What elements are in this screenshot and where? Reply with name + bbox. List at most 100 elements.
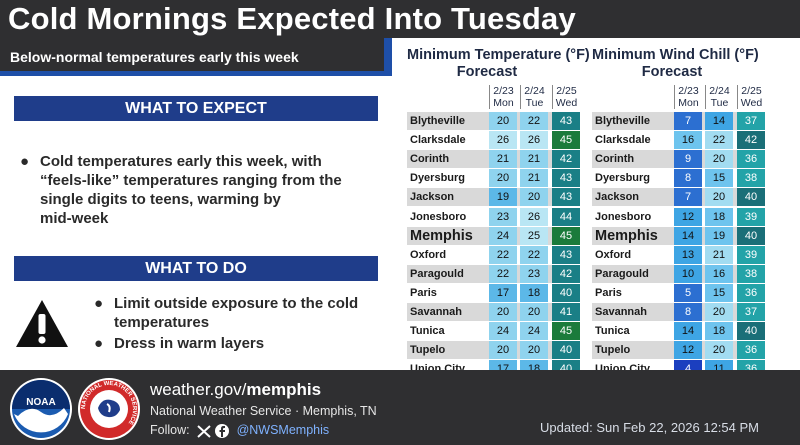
- min-temp-title-line-1: Minimum Temperature (°F): [407, 47, 590, 63]
- wind-chill-cell: 12: [674, 341, 702, 360]
- table-row: Tupelo 20 20 40: [407, 341, 580, 360]
- min-temp-cell: 24: [520, 322, 548, 341]
- wind-chill-cell: 8: [674, 303, 702, 321]
- wind-chill-cell: 37: [737, 112, 765, 130]
- wind-chill-cell: 20: [705, 150, 733, 169]
- todo-bullet-1-line-1: Limit outside exposure to the cold: [114, 295, 359, 312]
- office-name: National Weather Service · Memphis, TN: [150, 404, 377, 418]
- min-temp-cell: 22: [520, 245, 548, 264]
- wind-chill-cell: 16: [674, 131, 702, 150]
- wind-chill-cell: 20: [705, 341, 733, 360]
- wind-chill-cell: 18: [705, 322, 733, 341]
- wind-chill-cell: 39: [737, 245, 765, 264]
- table-row: Paris 5 15 36: [592, 283, 765, 302]
- min-temp-cell: 20: [520, 188, 548, 207]
- expect-line-4: mid-week: [40, 210, 109, 227]
- table-row: Jonesboro 12 18 39: [592, 207, 765, 226]
- table-row: Tunica 24 24 45: [407, 322, 580, 341]
- min-temp-cell: 21: [520, 169, 548, 188]
- wind-chill-cell: 36: [737, 341, 765, 360]
- table-row: Paragould 22 23 42: [407, 264, 580, 283]
- table-row: Dyersburg 8 15 38: [592, 169, 765, 188]
- footer-bar: NOAA NATIONAL WEATHER SERVICE weather.go…: [0, 370, 800, 445]
- noaa-emblem-icon: NOAA: [12, 380, 70, 438]
- city-name: Oxford: [410, 248, 447, 261]
- day-date: 2/24: [524, 85, 545, 97]
- table-row: Dyersburg 20 21 43: [407, 169, 580, 188]
- wind-chill-cell: 20: [705, 303, 733, 321]
- wind-chill-cell: 40: [737, 322, 765, 341]
- city-name: Memphis: [595, 227, 658, 244]
- wind-chill-cell: 18: [705, 207, 733, 226]
- todo-bullet-2-text: Dress in warm layers: [114, 335, 265, 352]
- table-row: Memphis 14 19 40: [592, 226, 765, 245]
- day-header: 2/24 Tue: [520, 85, 548, 109]
- social-handle[interactable]: @NWSMemphis: [236, 423, 330, 437]
- header-bar: Cold Mornings Expected Into Tuesday: [0, 0, 800, 38]
- table-row: Corinth 9 20 36: [592, 150, 765, 169]
- table-row: Jackson 19 20 43: [407, 188, 580, 207]
- wind-chill-cell: 36: [737, 283, 765, 302]
- wind-chill-cell: 19: [705, 226, 733, 245]
- wind-chill-title-line-2: Forecast: [641, 64, 703, 80]
- wind-chill-cell: 42: [737, 131, 765, 150]
- wind-chill-cell: 13: [674, 245, 702, 264]
- city-name: Jonesboro: [410, 210, 467, 223]
- table-row: Clarksdale 16 22 42: [592, 131, 765, 150]
- city-name: Dyersburg: [410, 172, 466, 185]
- nws-emblem-icon: NATIONAL WEATHER SERVICE: [80, 380, 138, 438]
- min-temp-cell: 21: [520, 150, 548, 169]
- min-temp-cell: 22: [489, 245, 517, 264]
- min-temp-cell: 26: [520, 131, 548, 150]
- wind-chill-cell: 14: [705, 112, 733, 130]
- website-prefix: weather.gov/: [150, 380, 247, 399]
- city-name: Paris: [410, 286, 437, 299]
- min-temp-cell: 25: [520, 226, 548, 245]
- bullet-dot: ●: [20, 153, 30, 170]
- min-temp-cell: 19: [489, 188, 517, 207]
- forecast-panel: Minimum Temperature (°F) Forecast Minimu…: [392, 38, 800, 403]
- city-name: Tupelo: [410, 344, 446, 357]
- wind-chill-cell: 37: [737, 303, 765, 321]
- day-header: 2/25 Wed: [552, 85, 580, 109]
- x-icon[interactable]: [197, 425, 211, 438]
- website-office: memphis: [246, 380, 322, 399]
- website-link[interactable]: weather.gov/memphis: [150, 380, 321, 400]
- day-weekday: Tue: [525, 97, 544, 109]
- expect-line-1: Cold temperatures early this week, with: [40, 153, 322, 170]
- follow-row: Follow: @NWSMemphis: [150, 423, 330, 438]
- city-name: Tunica: [595, 325, 630, 338]
- table-row: Memphis 24 25 45: [407, 226, 580, 245]
- updated-timestamp: Updated: Sun Feb 22, 2026 12:54 PM: [540, 420, 759, 435]
- day-weekday: Mon: [493, 97, 514, 109]
- min-temp-cell: 23: [520, 264, 548, 283]
- min-temp-title-line-2: Forecast: [456, 64, 518, 80]
- follow-label: Follow:: [150, 423, 190, 437]
- table-row: Corinth 21 21 42: [407, 150, 580, 169]
- city-name: Oxford: [595, 248, 632, 261]
- wind-chill-cell: 5: [674, 283, 702, 302]
- expect-bullet: ● Cold temperatures early this week, wit…: [20, 152, 342, 228]
- day-header: 2/25 Wed: [737, 85, 765, 109]
- city-name: Dyersburg: [595, 172, 651, 185]
- min-temp-cell: 43: [552, 112, 580, 130]
- facebook-icon[interactable]: [215, 424, 230, 438]
- day-date: 2/23: [678, 85, 699, 97]
- noaa-logo-text: NOAA: [26, 397, 55, 408]
- table-row: Savannah 20 20 41: [407, 303, 580, 321]
- min-temp-cell: 42: [552, 264, 580, 283]
- wind-chill-cell: 12: [674, 207, 702, 226]
- wind-chill-cell: 15: [705, 283, 733, 302]
- city-name: Corinth: [595, 153, 635, 166]
- wind-chill-cell: 40: [737, 226, 765, 245]
- min-temp-cell: 20: [489, 303, 517, 321]
- min-temp-cell: 20: [489, 112, 517, 130]
- wind-chill-cell: 7: [674, 188, 702, 207]
- bullet-dot: ●: [94, 335, 104, 352]
- wind-chill-cell: 36: [737, 150, 765, 169]
- city-name: Clarksdale: [595, 134, 651, 147]
- city-name: Paragould: [410, 267, 464, 280]
- min-temp-cell: 43: [552, 188, 580, 207]
- noaa-logo: NOAA: [10, 378, 72, 440]
- min-temp-cell: 20: [520, 303, 548, 321]
